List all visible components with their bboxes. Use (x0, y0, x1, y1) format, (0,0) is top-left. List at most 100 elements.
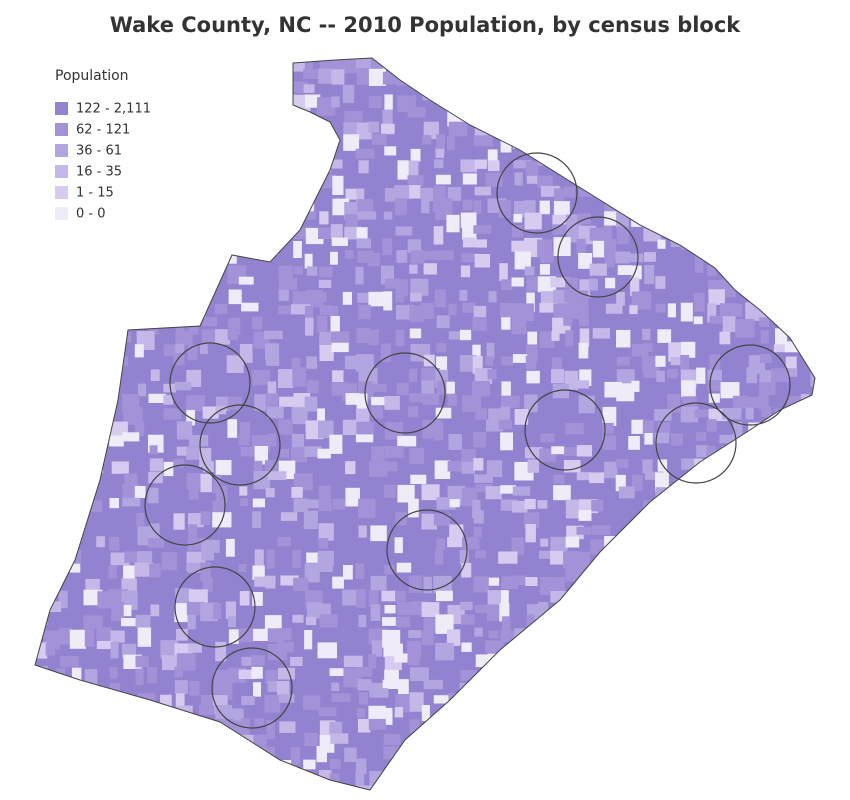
block (641, 110, 651, 129)
block (409, 305, 424, 322)
block (251, 655, 265, 666)
block (187, 760, 203, 770)
block (368, 96, 382, 109)
block (693, 536, 712, 553)
block (434, 460, 451, 479)
block (540, 784, 557, 790)
block (696, 367, 706, 384)
block (630, 731, 644, 751)
block (617, 589, 627, 600)
block (448, 434, 462, 450)
block (304, 563, 320, 583)
block (774, 734, 783, 744)
block (215, 641, 227, 662)
block (82, 422, 99, 437)
block (109, 435, 124, 447)
block (82, 773, 97, 787)
block (644, 589, 665, 602)
block (382, 629, 401, 648)
block (539, 302, 558, 313)
block (186, 472, 202, 490)
block (435, 211, 453, 220)
block (447, 187, 462, 201)
block (551, 446, 565, 455)
block (384, 445, 404, 459)
block (83, 615, 103, 629)
block (238, 669, 258, 679)
block (706, 201, 720, 214)
block (421, 731, 434, 751)
block (357, 785, 373, 790)
block (563, 744, 575, 759)
block (330, 733, 349, 744)
circle (199, 404, 281, 486)
block (384, 94, 393, 111)
block (188, 107, 200, 117)
block (254, 576, 274, 587)
block (592, 328, 610, 339)
block (95, 383, 109, 401)
block (472, 355, 483, 374)
block (435, 407, 452, 419)
block (394, 185, 412, 199)
block (239, 591, 250, 606)
block (111, 760, 127, 773)
block (473, 510, 484, 524)
block (35, 58, 46, 73)
block (787, 435, 799, 449)
block (577, 774, 595, 784)
block (680, 239, 700, 250)
block (212, 225, 224, 243)
block (201, 551, 215, 561)
block (370, 58, 389, 70)
block (785, 654, 794, 672)
block (175, 705, 193, 718)
block (434, 159, 444, 169)
block (109, 667, 118, 679)
block (734, 265, 752, 277)
block (407, 175, 424, 187)
block (212, 474, 221, 494)
block (227, 95, 245, 114)
block (71, 667, 82, 687)
block (680, 552, 694, 565)
block (566, 641, 584, 650)
block (759, 382, 776, 396)
block (69, 760, 88, 778)
block (252, 592, 263, 606)
block (330, 251, 338, 265)
block (657, 669, 676, 680)
block (408, 160, 419, 177)
block (303, 499, 322, 509)
block (604, 252, 615, 268)
block (370, 604, 381, 621)
block (605, 731, 618, 741)
block (201, 539, 220, 553)
block (214, 760, 231, 773)
block (35, 616, 48, 626)
block (163, 135, 175, 155)
block (472, 344, 481, 363)
block (644, 523, 664, 543)
block (475, 705, 484, 720)
block (564, 289, 579, 303)
block (474, 474, 493, 483)
block (397, 160, 409, 180)
block (446, 214, 460, 233)
block (254, 136, 266, 155)
block (461, 642, 472, 652)
block (617, 629, 628, 645)
block (498, 419, 512, 430)
block (578, 253, 592, 269)
block (810, 784, 815, 790)
block (359, 211, 377, 220)
block (667, 198, 686, 213)
block (174, 643, 193, 656)
block (786, 290, 799, 305)
block (473, 225, 491, 234)
block (254, 394, 269, 411)
block (370, 575, 387, 591)
block (564, 447, 581, 456)
block (306, 616, 317, 626)
